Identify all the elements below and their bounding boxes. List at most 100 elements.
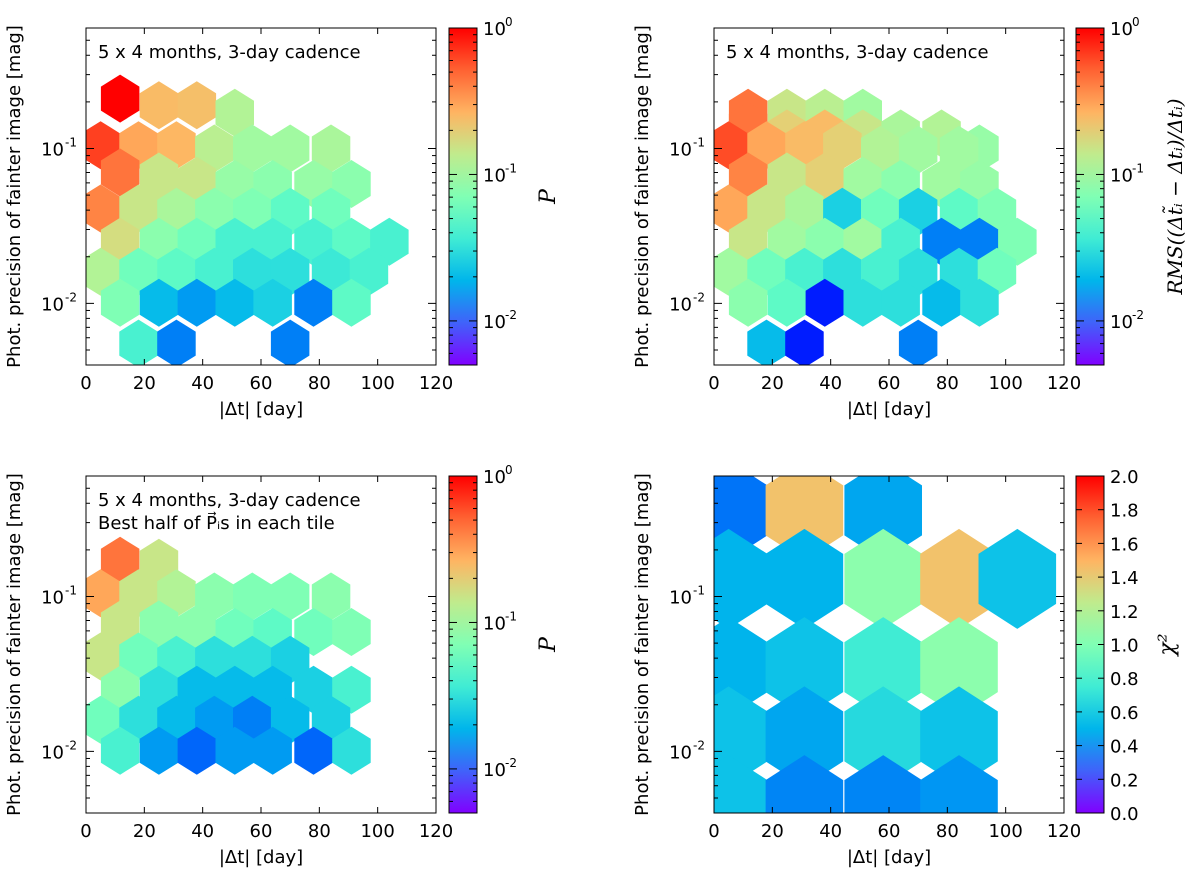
hex-cell: [805, 278, 845, 327]
colorbar-tick-label: 0.8: [1110, 669, 1139, 690]
hex-cell: [270, 124, 310, 173]
y-axis-label: Phot. precision of fainter image [mag]: [4, 25, 25, 368]
panel-annotation: Best half of P⃗ᵢs in each tile: [98, 512, 335, 534]
hex-cell: [747, 247, 786, 296]
hex-cell: [785, 184, 824, 233]
hexbin-cells: [714, 476, 1057, 813]
hex-cell: [86, 184, 120, 233]
hex-cell: [119, 695, 158, 744]
hex-cell: [119, 569, 158, 618]
hex-cell: [920, 617, 998, 718]
hex-cell: [747, 121, 786, 170]
y-tick-exponent: -1: [693, 136, 705, 150]
x-tick-label: 100: [988, 821, 1022, 842]
hex-cell: [728, 152, 768, 201]
x-tick-label: 80: [936, 821, 959, 842]
hex-cell: [844, 476, 922, 561]
hex-cell: [898, 125, 938, 174]
x-tick-label: 20: [133, 373, 156, 394]
hex-cell: [119, 319, 158, 365]
hex-cell: [332, 608, 371, 656]
colorbar-tick-exponent: -1: [1132, 161, 1144, 175]
colorbar-tick-label: 10: [483, 467, 506, 488]
colorbar-label: P: [536, 636, 561, 653]
hex-cell: [920, 755, 998, 813]
hex-cell: [765, 617, 844, 718]
hex-cell: [714, 121, 748, 170]
y-axis-label: Phot. precision of fainter image [mag]: [4, 473, 25, 816]
hex-cell: [253, 278, 292, 327]
x-tick-label: 120: [419, 821, 453, 842]
y-axis-label: Phot. precision of fainter image [mag]: [632, 473, 653, 816]
hex-cell: [294, 608, 333, 656]
y-axis-label: Phot. precision of fainter image [mag]: [632, 25, 653, 368]
hex-cell: [823, 121, 862, 170]
hex-cell: [998, 217, 1037, 266]
hexbin-cells: [714, 88, 1037, 365]
colorbar-tick-label: 10: [1110, 312, 1133, 333]
hex-cell: [765, 528, 844, 629]
hex-cell: [119, 247, 158, 296]
hex-cell: [805, 152, 845, 201]
y-tick-label: 10: [41, 294, 64, 315]
colorbar-tick-exponent: -2: [1132, 308, 1144, 322]
hex-cell: [215, 726, 254, 775]
colorbar-tick-label: 1.6: [1110, 534, 1139, 555]
hex-cell: [139, 726, 179, 775]
hex-cell: [215, 88, 254, 137]
hex-cell: [86, 632, 120, 681]
y-tick-label: 10: [669, 588, 692, 609]
hex-cell: [100, 148, 140, 197]
hex-cell: [332, 278, 371, 327]
hex-cell: [177, 81, 217, 130]
y-tick-exponent: -1: [693, 584, 705, 598]
hex-cell: [920, 686, 998, 787]
hex-cell: [747, 184, 786, 233]
colorbar-tick-label: 1.4: [1110, 568, 1139, 589]
y-tick-exponent: -1: [65, 584, 77, 598]
hex-cell: [332, 665, 371, 714]
colorbar-tick-exponent: -1: [505, 161, 517, 175]
hex-cell: [157, 569, 196, 618]
hex-cell: [920, 528, 998, 629]
x-tick-label: 40: [191, 373, 214, 394]
x-tick-label: 120: [419, 373, 453, 394]
y-tick-exponent: -2: [693, 290, 705, 304]
hex-cell: [765, 755, 844, 813]
hex-cell: [157, 319, 196, 365]
x-tick-label: 120: [1047, 373, 1081, 394]
hex-cell: [714, 247, 748, 296]
hex-cell: [881, 278, 920, 327]
colorbar-tick-exponent: 0: [1132, 15, 1140, 29]
hexbin-cells: [86, 536, 371, 775]
hex-cell: [714, 184, 748, 233]
y-tick-label: 10: [669, 742, 692, 763]
hex-cell: [844, 528, 922, 629]
hex-cell: [714, 755, 768, 813]
colorbar-tick-label: 0.6: [1110, 703, 1139, 724]
hex-cell: [843, 278, 882, 327]
hex-cell: [100, 600, 140, 649]
y-tick-label: 10: [669, 294, 692, 315]
x-axis-label: |Δt| [day]: [847, 847, 931, 868]
x-tick-label: 40: [191, 821, 214, 842]
hex-cell: [270, 572, 310, 621]
panel-annotation: 5 x 4 months, 3-day cadence: [98, 42, 361, 63]
hex-cell: [177, 726, 217, 775]
colorbar-label: χ²: [1155, 633, 1180, 657]
colorbar-tick-label: 0.4: [1110, 737, 1139, 758]
hex-cell: [119, 184, 158, 233]
hex-cell: [86, 247, 120, 296]
hex-cell: [233, 572, 272, 621]
hex-cell: [139, 600, 179, 649]
hex-cell: [728, 278, 768, 327]
y-tick-label: 10: [669, 140, 692, 161]
x-axis-label: |Δt| [day]: [219, 399, 303, 420]
hex-cell: [86, 569, 120, 618]
hex-cell: [844, 686, 922, 787]
x-tick-label: 60: [878, 373, 901, 394]
hex-cell: [100, 74, 140, 123]
